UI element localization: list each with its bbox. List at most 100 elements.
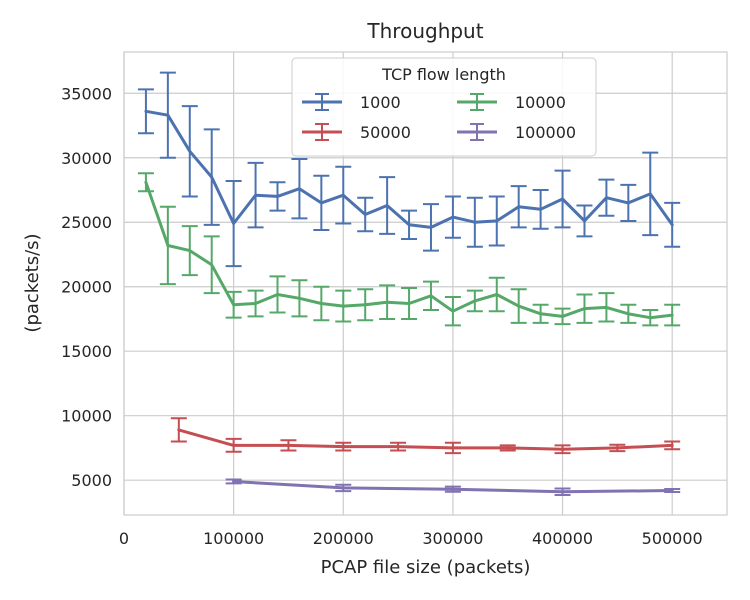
error-bar <box>598 178 615 217</box>
error-bar <box>291 158 308 220</box>
error-bar <box>444 296 461 327</box>
error-bar <box>269 275 286 314</box>
legend-entries: 1000 10000 50000 100000 <box>302 93 576 142</box>
legend-title: TCP flow length <box>381 65 506 84</box>
error-bar <box>170 417 187 443</box>
legend-label: 50000 <box>360 123 411 142</box>
legend-box <box>291 57 597 157</box>
error-bar <box>422 280 439 311</box>
error-bar <box>554 487 571 497</box>
series-100000 <box>225 478 681 497</box>
error-bar <box>357 196 374 233</box>
error-bar <box>532 303 549 324</box>
error-bar <box>225 290 242 319</box>
error-bar <box>642 308 659 327</box>
y-tick-label: 10000 <box>61 407 112 426</box>
x-tick-label: 400000 <box>532 529 593 548</box>
series-layer <box>137 71 681 497</box>
error-bar <box>444 441 461 455</box>
error-bar <box>664 201 681 248</box>
error-bar <box>444 195 461 239</box>
error-bar <box>203 128 220 226</box>
error-bar <box>576 293 593 324</box>
y-tick-label: 35000 <box>61 84 112 103</box>
error-bar <box>664 440 681 451</box>
error-bar <box>159 71 176 159</box>
y-tick-label: 20000 <box>61 278 112 297</box>
legend-entry-100000: 100000 <box>457 123 576 142</box>
legend-entry-10000: 10000 <box>457 93 566 112</box>
error-bar <box>225 179 242 268</box>
error-bar <box>159 205 176 286</box>
error-bar <box>466 289 483 313</box>
error-bar <box>499 444 516 452</box>
error-bar <box>620 303 637 324</box>
error-bar <box>247 289 264 318</box>
x-tick-label: 500000 <box>642 529 703 548</box>
x-tick-labels: 0 100000 200000 300000 400000 500000 <box>119 529 703 548</box>
error-bar <box>510 288 527 324</box>
error-bar <box>137 88 154 135</box>
series-line-50000 <box>177 428 674 451</box>
error-bar <box>642 151 659 237</box>
error-bar <box>609 443 626 453</box>
error-bar <box>576 204 593 238</box>
error-bar <box>225 437 242 453</box>
y-axis-label: (packets/s) <box>22 233 43 332</box>
legend: TCP flow length 1000 10000 50000 100000 <box>291 57 597 157</box>
error-bar <box>247 161 264 229</box>
error-bar <box>466 196 483 248</box>
error-bar <box>181 105 198 198</box>
error-bar <box>357 288 374 322</box>
y-tick-labels: 5000 10000 15000 20000 25000 30000 35000 <box>61 84 112 490</box>
error-bar <box>291 279 308 318</box>
y-tick-label: 30000 <box>61 149 112 168</box>
x-tick-label: 200000 <box>313 529 374 548</box>
error-bar <box>379 176 396 235</box>
error-bar <box>664 487 681 494</box>
legend-entry-1000: 1000 <box>302 93 401 112</box>
error-bar <box>181 225 198 277</box>
x-axis-label: PCAP file size (packets) <box>321 557 531 578</box>
series-50000 <box>170 417 681 455</box>
error-bar <box>401 209 418 241</box>
error-bar <box>379 284 396 320</box>
error-bar <box>203 235 220 295</box>
legend-label: 100000 <box>515 123 576 142</box>
error-bar <box>422 203 439 252</box>
chart-title: Throughput <box>366 19 483 43</box>
legend-label: 1000 <box>360 93 401 112</box>
error-bar <box>390 441 407 452</box>
error-bar <box>335 441 352 452</box>
series-1000 <box>137 71 681 268</box>
error-bar <box>335 289 352 323</box>
error-bar <box>488 195 505 247</box>
error-bar <box>401 287 418 320</box>
x-tick-label: 0 <box>119 529 129 548</box>
error-bar <box>335 483 352 493</box>
error-bar <box>280 439 297 452</box>
y-tick-label: 15000 <box>61 342 112 361</box>
error-bar <box>554 444 571 455</box>
error-bar <box>137 172 154 193</box>
y-tick-label: 5000 <box>71 471 112 490</box>
error-bar <box>554 307 571 326</box>
error-bar <box>269 181 286 212</box>
error-bar <box>510 185 527 229</box>
error-bar <box>532 188 549 230</box>
error-bar <box>313 285 330 322</box>
error-bar <box>335 165 352 225</box>
legend-entry-50000: 50000 <box>302 123 411 142</box>
error-bar <box>313 174 330 231</box>
x-tick-label: 300000 <box>422 529 483 548</box>
x-tick-label: 100000 <box>203 529 264 548</box>
y-tick-label: 25000 <box>61 213 112 232</box>
series-10000 <box>137 172 681 327</box>
error-bar <box>444 485 461 493</box>
error-bar <box>488 276 505 313</box>
error-bar <box>598 292 615 323</box>
error-bar <box>554 169 571 229</box>
error-bar <box>225 478 242 485</box>
legend-label: 10000 <box>515 93 566 112</box>
error-bar <box>620 183 637 222</box>
